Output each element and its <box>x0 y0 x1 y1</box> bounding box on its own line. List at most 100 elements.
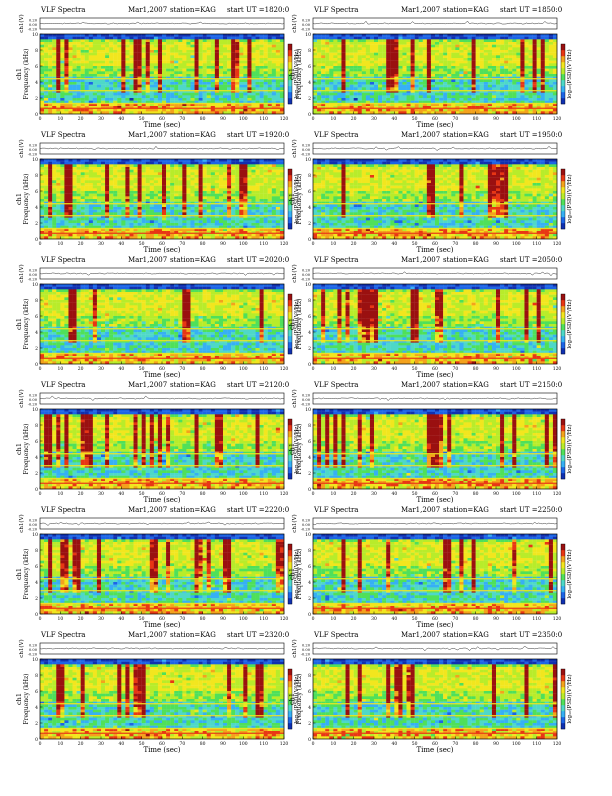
spectrogram-image <box>313 534 557 614</box>
spectral-band <box>40 78 284 79</box>
colorbar-level <box>288 592 292 598</box>
colorbar-level <box>288 223 292 229</box>
spectral-band <box>313 340 557 341</box>
waveform-tick-label: 0.00 <box>302 398 311 402</box>
x-tick-label: 100 <box>512 116 521 122</box>
colorbar-level <box>288 50 292 56</box>
colorbar-level <box>288 312 292 318</box>
x-tick-label: 0 <box>312 741 315 747</box>
colorbar-level <box>561 169 565 175</box>
x-tick-label: 120 <box>280 741 289 747</box>
colorbar-level <box>288 598 292 604</box>
frequency-axis-channel-label: ch1 <box>288 193 296 205</box>
panel-header-station: station=KAG <box>443 506 489 514</box>
y-tick-label: 10 <box>305 282 311 288</box>
x-tick-label: 40 <box>391 366 397 372</box>
colorbar-level <box>288 98 292 104</box>
frequency-axis-label: Frequency (kHz) <box>296 673 303 724</box>
colorbar-level <box>288 717 292 723</box>
x-tick-label: 80 <box>473 741 479 747</box>
frequency-axis-label: Frequency (kHz) <box>296 548 303 599</box>
frequency-axis-channel-label: ch1 <box>288 693 296 705</box>
waveform-axis-label: ch1(V) <box>291 264 298 282</box>
y-tick-label: 2 <box>308 96 311 102</box>
panel-header-start-ut: start UT =1950:0 <box>500 131 562 139</box>
spectral-band <box>313 108 557 109</box>
colorbar <box>561 419 565 479</box>
colorbar-level <box>561 205 565 211</box>
spectral-band <box>40 608 284 609</box>
x-tick-label: 90 <box>493 366 499 372</box>
spectral-band <box>40 483 284 484</box>
x-tick-label: 120 <box>280 116 289 122</box>
waveform-tick-label: 0.00 <box>302 523 311 527</box>
frequency-axis-channel-label: ch1 <box>15 443 23 455</box>
waveform-tick-label: -0.20 <box>301 528 311 532</box>
x-tick-label: 0 <box>39 366 42 372</box>
waveform-tick-label: -0.20 <box>28 653 38 657</box>
y-tick-label: 2 <box>308 721 311 727</box>
spectral-band <box>313 358 557 359</box>
waveform-tick-label: 0.20 <box>29 269 38 273</box>
panel-header-vlf-spectra: VLF Spectra <box>313 256 358 264</box>
y-tick-label: 4 <box>35 205 38 211</box>
panel-header-station: station=KAG <box>443 131 489 139</box>
x-tick-label: 80 <box>200 116 206 122</box>
spectral-band <box>313 483 557 484</box>
spectrogram-image <box>40 159 284 239</box>
x-tick-label: 40 <box>118 366 124 372</box>
y-tick-label: 4 <box>35 330 38 336</box>
waveform-tick-label: 0.20 <box>302 394 311 398</box>
colorbar-level <box>561 306 565 312</box>
colorbar-level <box>561 717 565 723</box>
x-axis-label: Time (sec) <box>416 746 453 754</box>
x-tick-label: 110 <box>259 616 268 622</box>
colorbar-level <box>561 199 565 205</box>
colorbar-level <box>561 324 565 330</box>
y-tick-label: 2 <box>308 471 311 477</box>
colorbar-level <box>288 300 292 306</box>
spectral-band <box>313 465 557 466</box>
y-tick-label: 4 <box>35 580 38 586</box>
x-tick-label: 0 <box>312 366 315 372</box>
y-tick-label: 8 <box>308 673 311 679</box>
spectrogram-image <box>40 34 284 114</box>
panel-header-start-ut: start UT =2350:0 <box>500 631 562 639</box>
colorbar-level <box>561 68 565 74</box>
colorbar-level <box>561 193 565 199</box>
panel-header-date: Mar1,2007 <box>128 506 167 514</box>
frequency-axis-label: Frequency (kHz) <box>23 173 30 224</box>
panel-header-start-ut: start UT =2050:0 <box>500 256 562 264</box>
waveform-tick-label: -0.20 <box>301 403 311 407</box>
x-tick-label: 80 <box>200 616 206 622</box>
panel-header-station: station=KAG <box>443 631 489 639</box>
spectral-band <box>313 715 557 716</box>
y-tick-label: 10 <box>32 32 38 38</box>
spectral-band <box>313 608 557 609</box>
panel-header-date: Mar1,2007 <box>401 6 440 14</box>
colorbar-level <box>288 419 292 425</box>
colorbar <box>561 544 565 604</box>
x-tick-label: 120 <box>553 116 562 122</box>
x-tick-label: 30 <box>98 741 104 747</box>
x-tick-label: 10 <box>57 366 63 372</box>
colorbar-level <box>288 294 292 300</box>
waveform-tick-label: 0.20 <box>29 644 38 648</box>
colorbar-level <box>288 169 292 175</box>
x-tick-label: 0 <box>312 241 315 247</box>
spectral-band <box>40 108 284 109</box>
frequency-axis-channel-label: ch1 <box>288 68 296 80</box>
colorbar-level <box>288 175 292 181</box>
spectral-band <box>313 228 557 229</box>
x-tick-label: 30 <box>371 116 377 122</box>
x-tick-label: 20 <box>78 366 84 372</box>
y-tick-label: 4 <box>35 705 38 711</box>
colorbar-level <box>561 568 565 574</box>
y-tick-label: 2 <box>35 346 38 352</box>
colorbar-label: log₁₀(PSD)(V²/Hz) <box>566 549 573 598</box>
colorbar-level <box>561 425 565 431</box>
x-tick-label: 0 <box>312 491 315 497</box>
waveform-tick-label: -0.20 <box>28 28 38 32</box>
spectral-band <box>40 328 284 329</box>
